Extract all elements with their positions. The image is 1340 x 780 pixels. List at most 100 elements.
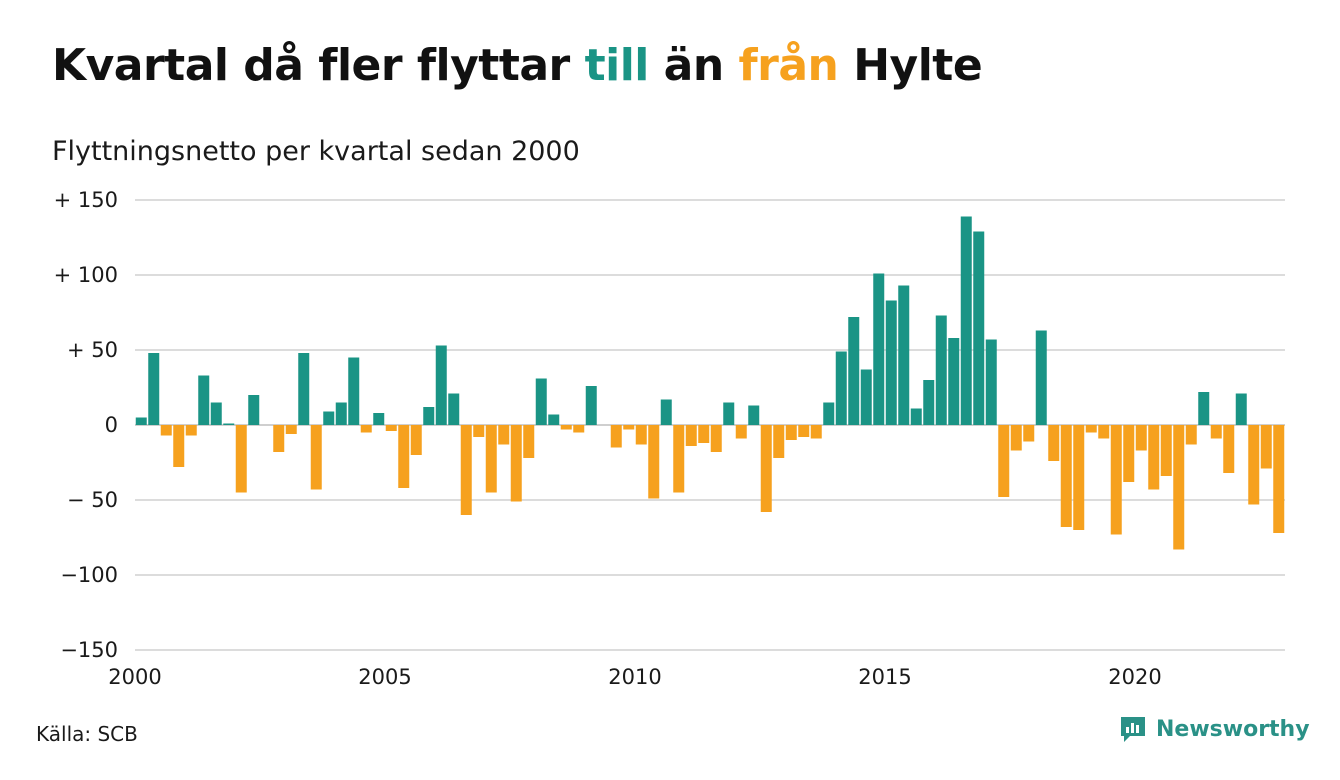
- bar-2003-q4: [323, 411, 335, 425]
- newsworthy-logo-icon: [1121, 717, 1145, 742]
- bar-2011-q1: [685, 425, 697, 446]
- bar-2011-q4: [723, 402, 735, 425]
- bar-2005-q2: [398, 425, 410, 488]
- bar-2006-q2: [448, 393, 460, 425]
- bar-2001-q4: [223, 423, 235, 425]
- title-part-1: Kvartal då fler flyttar: [52, 40, 585, 91]
- bars: [135, 216, 1285, 550]
- bar-2015-q3: [910, 408, 922, 425]
- bar-2010-q3: [660, 399, 672, 425]
- bar-2017-q4: [1023, 425, 1035, 442]
- bar-2008-q3: [560, 425, 572, 430]
- bar-2007-q2: [498, 425, 510, 445]
- bar-2017-q2: [998, 425, 1010, 497]
- bar-2011-q3: [710, 425, 722, 452]
- bar-2001-q3: [210, 402, 222, 425]
- bar-2009-q1: [585, 386, 597, 425]
- bar-2021-q1: [1185, 425, 1197, 445]
- bar-2013-q3: [810, 425, 822, 439]
- bar-2006-q3: [460, 425, 472, 515]
- bar-2014-q3: [860, 369, 872, 425]
- bar-2009-q4: [623, 425, 635, 430]
- bar-2004-q2: [348, 357, 360, 425]
- bar-2004-q1: [335, 402, 347, 425]
- x-axis-labels: 2000 2005 2010 2015 2020: [108, 665, 1161, 689]
- x-tick-label: 2010: [608, 665, 661, 689]
- chart-title: Kvartal då fler flyttar till än från Hyl…: [52, 40, 983, 91]
- bar-2011-q2: [698, 425, 710, 443]
- bar-2021-q2: [1198, 392, 1210, 425]
- bar-2021-q4: [1223, 425, 1235, 473]
- bar-2012-q2: [748, 405, 760, 425]
- bar-2000-q3: [160, 425, 172, 436]
- bar-2018-q3: [1060, 425, 1072, 527]
- bar-2003-q1: [285, 425, 297, 434]
- bar-2019-q4: [1123, 425, 1135, 482]
- bar-2002-q1: [235, 425, 247, 493]
- title-part-2: än: [648, 40, 739, 91]
- bar-2020-q4: [1173, 425, 1185, 550]
- bar-2010-q4: [673, 425, 685, 493]
- bar-2022-q4: [1273, 425, 1285, 533]
- title-word-till: till: [584, 40, 650, 91]
- y-tick-label: 0: [105, 413, 118, 437]
- bar-2010-q2: [648, 425, 660, 499]
- bar-2000-q2: [148, 353, 160, 425]
- bar-2018-q2: [1048, 425, 1060, 461]
- bar-2006-q1: [435, 345, 447, 425]
- bar-2019-q1: [1085, 425, 1097, 433]
- bar-2005-q3: [410, 425, 422, 455]
- bar-2004-q4: [373, 413, 385, 425]
- bar-2014-q2: [848, 317, 860, 425]
- bar-2012-q1: [735, 425, 747, 439]
- x-tick-label: 2020: [1108, 665, 1161, 689]
- bar-2019-q3: [1110, 425, 1122, 535]
- y-tick-label: −100: [60, 563, 118, 587]
- bar-2022-q1: [1235, 393, 1247, 425]
- bar-2016-q4: [973, 231, 985, 425]
- bar-2001-q2: [198, 375, 210, 425]
- bar-2014-q4: [873, 273, 885, 425]
- bar-2001-q1: [185, 425, 197, 436]
- y-tick-label: + 150: [54, 188, 118, 212]
- bar-2016-q2: [948, 338, 960, 425]
- x-tick-label: 2000: [108, 665, 161, 689]
- bar-2000-q4: [173, 425, 185, 467]
- brand-name: Newsworthy: [1156, 716, 1310, 742]
- bar-2008-q2: [548, 414, 560, 425]
- bar-2009-q3: [610, 425, 622, 448]
- bar-2008-q1: [535, 378, 547, 425]
- source-note: Källa: SCB: [36, 722, 138, 746]
- bar-2010-q1: [635, 425, 647, 445]
- bar-2017-q3: [1010, 425, 1022, 451]
- bar-2018-q4: [1073, 425, 1085, 530]
- bar-2002-q2: [248, 395, 260, 425]
- bar-2015-q2: [898, 285, 910, 425]
- bar-2012-q3: [760, 425, 772, 512]
- x-tick-label: 2015: [858, 665, 911, 689]
- bar-2020-q1: [1135, 425, 1147, 451]
- y-tick-label: + 100: [54, 263, 118, 287]
- title-part-3: Hylte: [838, 40, 983, 91]
- bar-2022-q3: [1260, 425, 1272, 469]
- bar-2019-q2: [1098, 425, 1110, 439]
- bar-2008-q4: [573, 425, 585, 433]
- y-axis-labels: + 150 + 100 + 50 0 − 50 −100 −150: [54, 188, 118, 662]
- y-tick-label: − 50: [67, 488, 118, 512]
- y-tick-label: + 50: [67, 338, 118, 362]
- bar-2004-q3: [360, 425, 372, 433]
- bar-2022-q2: [1248, 425, 1260, 505]
- bar-2015-q1: [885, 300, 897, 425]
- bar-2013-q4: [823, 402, 835, 425]
- bar-2014-q1: [835, 351, 847, 425]
- brand-logo: Newsworthy: [1118, 714, 1310, 744]
- title-word-fran: från: [738, 40, 839, 91]
- bar-2020-q3: [1160, 425, 1172, 476]
- y-tick-label: −150: [60, 638, 118, 662]
- x-tick-label: 2005: [358, 665, 411, 689]
- bar-2021-q3: [1210, 425, 1222, 439]
- bar-2013-q1: [785, 425, 797, 440]
- bar-2017-q1: [985, 339, 997, 425]
- bar-2006-q4: [473, 425, 485, 437]
